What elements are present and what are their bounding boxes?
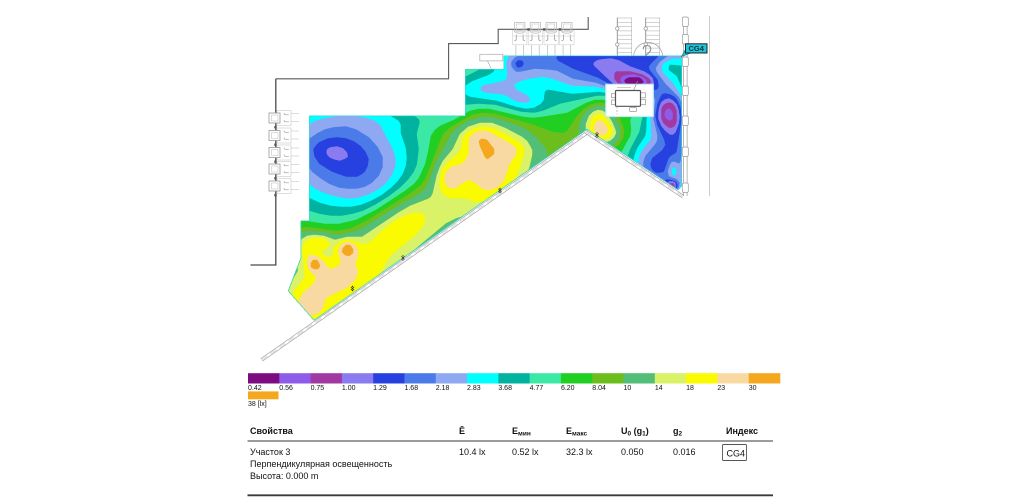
svg-text:0.56: 0.56 bbox=[279, 385, 293, 392]
svg-text:Индекс: Индекс bbox=[726, 426, 758, 436]
svg-text:CG4: CG4 bbox=[727, 449, 746, 459]
svg-text:1.00: 1.00 bbox=[342, 385, 356, 392]
svg-text:Перпендикулярная освещенность: Перпендикулярная освещенность bbox=[250, 459, 392, 469]
svg-text:Емакс: Емакс bbox=[566, 426, 588, 438]
svg-text:Высота: 0.000 m: Высота: 0.000 m bbox=[250, 471, 318, 481]
svg-text:32.3 lx: 32.3 lx bbox=[566, 447, 593, 457]
svg-text:0.050: 0.050 bbox=[621, 447, 644, 457]
svg-text:Емин: Емин bbox=[512, 426, 531, 438]
svg-text:2.83: 2.83 bbox=[467, 385, 481, 392]
svg-text:14: 14 bbox=[655, 385, 663, 392]
svg-text:23: 23 bbox=[717, 385, 725, 392]
svg-text:4.77: 4.77 bbox=[530, 385, 544, 392]
svg-text:6.20: 6.20 bbox=[561, 385, 575, 392]
svg-text:1.29: 1.29 bbox=[373, 385, 387, 392]
svg-text:38 [lx]: 38 [lx] bbox=[248, 401, 267, 408]
svg-text:2.18: 2.18 bbox=[436, 385, 450, 392]
svg-text:0.016: 0.016 bbox=[673, 447, 696, 457]
svg-text:0.52 lx: 0.52 lx bbox=[512, 447, 539, 457]
svg-text:U0 (g1): U0 (g1) bbox=[621, 426, 649, 438]
svg-text:10.4 lx: 10.4 lx bbox=[459, 447, 486, 457]
svg-text:0.42: 0.42 bbox=[248, 385, 262, 392]
svg-text:g2: g2 bbox=[673, 426, 683, 438]
svg-text:Свойства: Свойства bbox=[250, 426, 294, 436]
svg-text:Участок 3: Участок 3 bbox=[250, 447, 290, 457]
svg-text:18: 18 bbox=[686, 385, 694, 392]
svg-text:8.04: 8.04 bbox=[592, 385, 606, 392]
svg-text:CG4: CG4 bbox=[688, 44, 704, 53]
svg-text:1.68: 1.68 bbox=[404, 385, 418, 392]
svg-text:Ē: Ē bbox=[459, 426, 465, 436]
svg-text:30: 30 bbox=[749, 385, 757, 392]
svg-text:3.68: 3.68 bbox=[498, 385, 512, 392]
svg-text:10: 10 bbox=[624, 385, 632, 392]
svg-text:0.75: 0.75 bbox=[311, 385, 325, 392]
